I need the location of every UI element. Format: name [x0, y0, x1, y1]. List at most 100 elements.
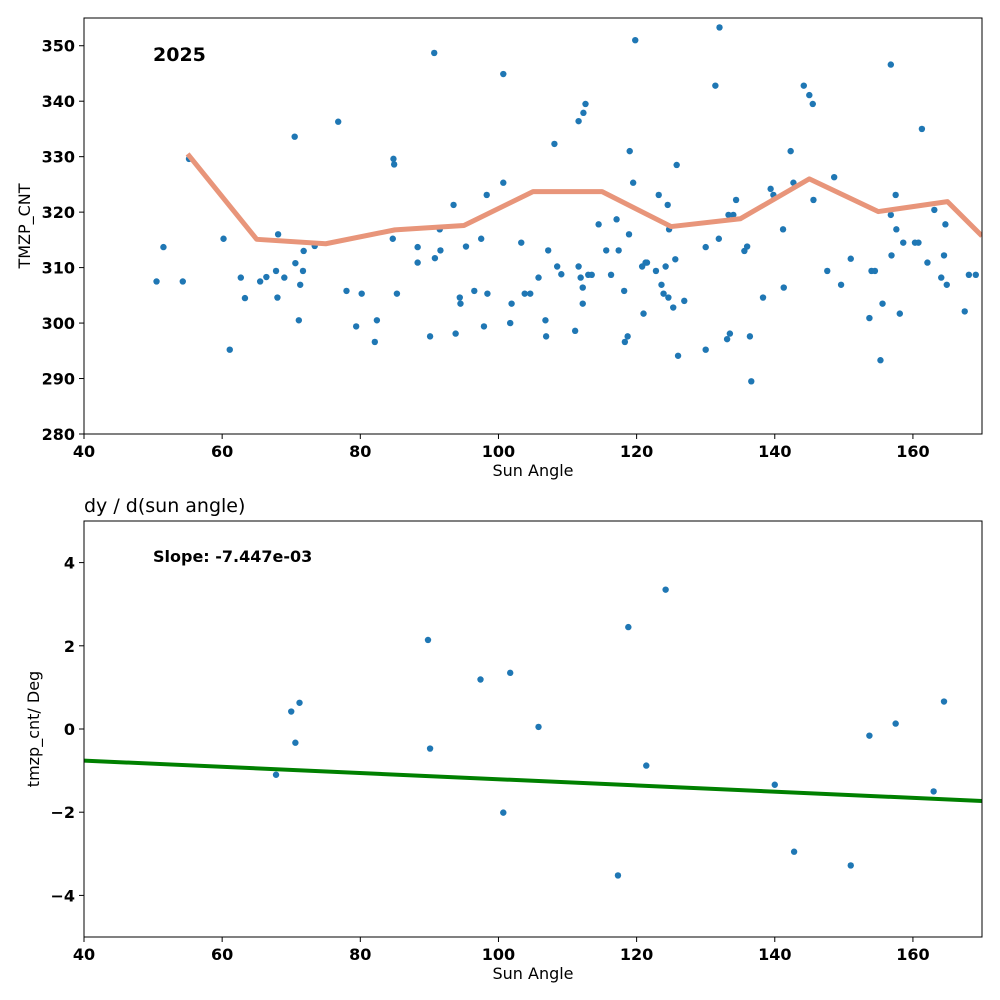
top-chart-point-31 [414, 243, 421, 251]
top-chart-panel: 40 60 80 100 120 140 160 280 290 300 310 320 330 340 3… [15, 17, 983, 480]
top-chart-point-115 [759, 294, 767, 301]
top-chart-point-78 [621, 338, 629, 346]
top-chart-point-144 [918, 125, 926, 133]
bottom-chart-point-17 [866, 732, 873, 739]
top-chart-point-96 [670, 304, 677, 311]
top-chart-point-106 [723, 335, 731, 343]
top-chart-y-tick-label: 300 [42, 314, 75, 333]
top-chart-point-85 [640, 310, 647, 317]
top-chart-point-61 [558, 271, 565, 278]
top-chart-y-tick-label: 320 [42, 203, 75, 222]
top-chart-point-22 [343, 287, 350, 295]
top-chart-x-tick-label: 60 [211, 442, 233, 461]
top-chart-point-127 [830, 173, 838, 181]
top-chart-x-tick-label: 40 [73, 442, 95, 461]
bottom-chart-point-9 [535, 723, 542, 731]
top-chart-point-19 [300, 247, 307, 255]
top-chart-point-27 [389, 235, 396, 242]
top-chart-point-72 [595, 221, 602, 228]
bottom-chart-point-2 [292, 739, 299, 746]
top-chart-fit-line [185, 152, 982, 247]
top-chart-point-38 [450, 201, 457, 209]
top-chart-point-147 [938, 274, 945, 281]
top-chart-point-45 [480, 323, 488, 330]
top-chart-point-25 [371, 338, 379, 346]
top-chart-point-83 [632, 36, 639, 44]
top-chart-point-137 [888, 252, 895, 259]
top-chart-point-6 [237, 274, 245, 281]
top-chart-point-55 [535, 274, 542, 281]
top-chart-point-54 [527, 290, 534, 297]
bottom-chart-point-8 [507, 669, 514, 677]
top-chart-point-134 [879, 300, 886, 307]
top-chart-point-49 [500, 70, 507, 78]
top-chart-point-69 [582, 100, 589, 108]
top-chart-point-108 [726, 330, 734, 337]
top-chart-point-148 [940, 252, 948, 259]
top-chart-point-58 [544, 247, 552, 254]
top-chart-point-150 [943, 281, 950, 288]
bottom-chart-point-7 [500, 809, 507, 816]
top-chart-point-33 [426, 333, 434, 340]
top-chart-point-52 [518, 239, 525, 246]
top-chart-y-tick-label: 350 [42, 37, 75, 56]
top-chart-point-100 [681, 297, 688, 305]
top-chart-point-15 [292, 259, 299, 267]
top-chart-point-81 [626, 147, 633, 155]
top-chart-point-146 [931, 206, 938, 214]
top-chart-point-126 [824, 267, 831, 275]
top-chart-point-153 [972, 271, 979, 279]
bottom-chart-point-0 [272, 771, 280, 778]
bottom-chart-x-tick-label: 160 [896, 945, 929, 964]
top-chart-point-48 [500, 179, 507, 186]
top-chart-point-12 [274, 231, 282, 238]
bottom-chart-annotation: Slope: -7.447e-03 [153, 547, 312, 566]
top-chart-point-123 [806, 91, 813, 99]
top-chart-point-66 [579, 300, 586, 307]
top-chart-point-91 [660, 290, 667, 297]
bottom-chart-y-tick-label: 0 [64, 720, 75, 739]
top-chart-point-88 [652, 267, 660, 275]
top-chart-point-60 [553, 263, 561, 270]
top-chart-point-4 [220, 235, 227, 242]
top-chart-point-32 [414, 259, 421, 266]
top-chart-point-135 [887, 61, 895, 68]
top-chart-point-65 [577, 274, 584, 281]
bottom-chart-point-3 [296, 699, 303, 706]
top-chart-point-130 [866, 314, 873, 322]
top-chart-point-39 [452, 330, 459, 337]
top-chart-point-51 [508, 300, 515, 307]
top-chart-point-76 [615, 247, 622, 254]
top-chart-point-50 [507, 319, 514, 327]
bottom-chart-x-tick-label: 60 [211, 945, 233, 964]
bottom-chart-panel: dy / d(sun angle) 40 60 80 100 120 140 160−4−2… [24, 495, 983, 983]
bottom-chart-point-11 [625, 623, 632, 631]
top-chart-point-125 [810, 196, 817, 204]
top-chart-point-16 [295, 317, 303, 324]
bottom-chart-point-10 [614, 872, 622, 879]
top-chart-point-40 [456, 294, 463, 301]
top-chart-point-35 [431, 254, 439, 262]
bottom-chart-marks [84, 586, 982, 879]
top-chart-point-140 [896, 310, 903, 317]
top-chart-point-77 [620, 287, 628, 295]
top-chart-point-141 [900, 239, 907, 246]
top-chart-point-5 [226, 346, 233, 353]
top-chart-point-10 [272, 267, 280, 275]
top-chart-x-tick-label: 120 [620, 442, 653, 461]
top-chart-point-29 [390, 161, 398, 168]
bottom-chart-point-1 [288, 708, 295, 715]
top-chart-point-9 [263, 273, 270, 281]
top-chart-x-axis-label: Sun Angle [492, 461, 573, 480]
bottom-chart-ticks: 40 60 80 100 120 140 160 −4 −2 0 2 4 [50, 554, 929, 964]
top-chart-point-7 [241, 294, 249, 302]
top-chart-point-120 [787, 147, 794, 155]
top-chart-point-43 [471, 287, 478, 295]
top-chart-point-93 [664, 201, 671, 209]
top-chart-annotation: 2025 [153, 44, 206, 66]
top-chart-point-71 [588, 271, 595, 279]
top-chart-point-116 [767, 185, 774, 193]
top-chart-y-tick-label: 340 [42, 92, 75, 111]
top-chart-point-152 [965, 271, 973, 279]
